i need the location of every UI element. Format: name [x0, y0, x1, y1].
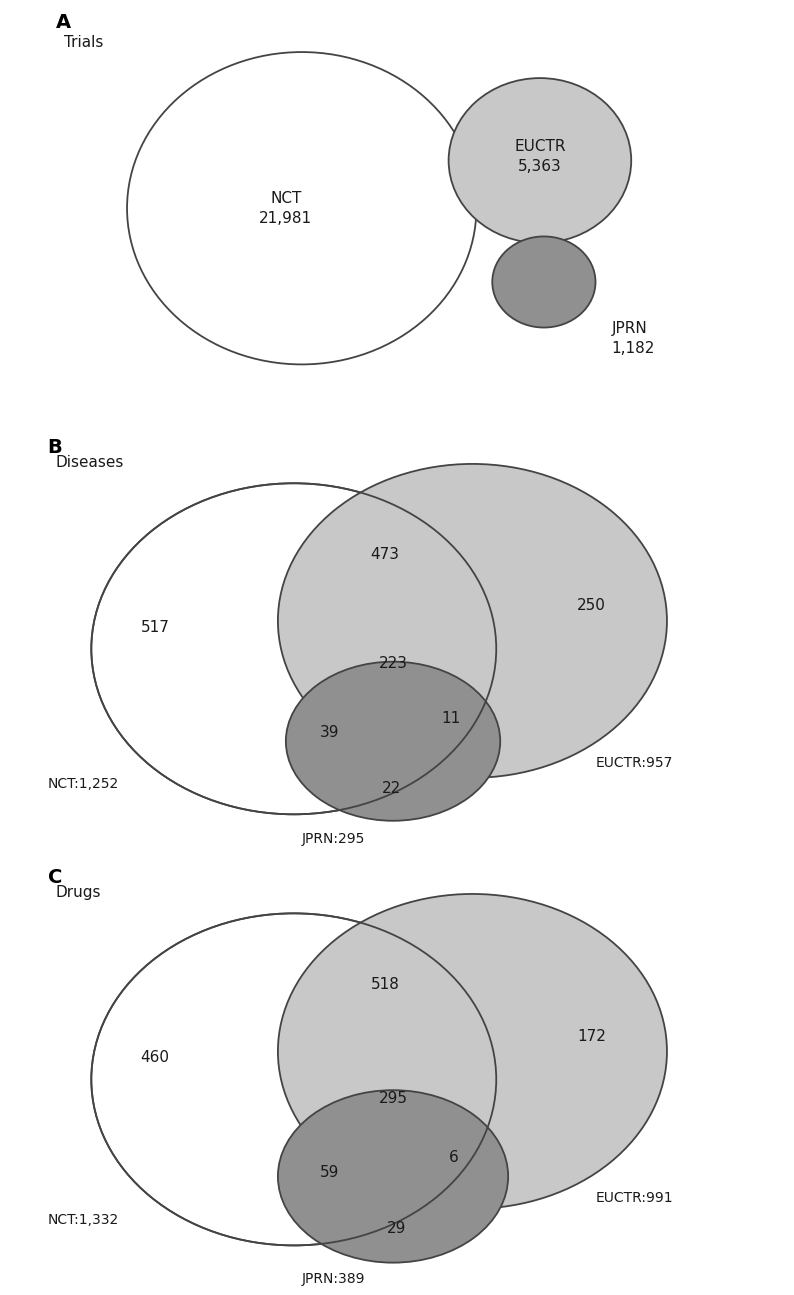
Ellipse shape: [278, 1090, 508, 1263]
Text: Diseases: Diseases: [56, 456, 124, 470]
Ellipse shape: [492, 237, 596, 328]
Text: EUCTR:991: EUCTR:991: [596, 1191, 673, 1204]
Text: 6: 6: [449, 1150, 459, 1164]
Text: NCT:1,332: NCT:1,332: [48, 1212, 119, 1226]
Ellipse shape: [278, 894, 667, 1208]
Ellipse shape: [286, 662, 500, 821]
Text: A: A: [56, 13, 71, 32]
Text: Trials: Trials: [64, 35, 103, 49]
Text: 295: 295: [379, 1092, 407, 1106]
Text: NCT:1,252: NCT:1,252: [48, 777, 119, 791]
Text: Drugs: Drugs: [56, 886, 101, 900]
Text: 172: 172: [577, 1028, 606, 1044]
Ellipse shape: [449, 78, 631, 243]
Text: EUCTR:957: EUCTR:957: [596, 756, 673, 769]
Text: 11: 11: [441, 711, 461, 726]
Text: NCT
21,981: NCT 21,981: [260, 190, 312, 225]
Text: JPRN:295: JPRN:295: [302, 833, 365, 847]
Ellipse shape: [278, 464, 667, 778]
Text: 518: 518: [371, 976, 399, 992]
Ellipse shape: [127, 52, 476, 364]
Text: 223: 223: [379, 657, 407, 671]
Text: 22: 22: [382, 781, 401, 796]
Ellipse shape: [91, 483, 496, 815]
Text: 517: 517: [141, 620, 169, 635]
Text: JPRN
1,182: JPRN 1,182: [611, 321, 655, 356]
Ellipse shape: [91, 913, 496, 1246]
Text: 250: 250: [577, 598, 606, 614]
Text: 59: 59: [320, 1164, 339, 1180]
Text: 473: 473: [371, 546, 399, 562]
Text: 29: 29: [387, 1221, 407, 1235]
Text: C: C: [48, 868, 62, 887]
Text: JPRN:389: JPRN:389: [302, 1272, 365, 1286]
Text: EUCTR
5,363: EUCTR 5,363: [515, 139, 565, 174]
Text: 460: 460: [141, 1050, 169, 1066]
Text: B: B: [48, 438, 63, 457]
Text: 39: 39: [320, 725, 339, 741]
